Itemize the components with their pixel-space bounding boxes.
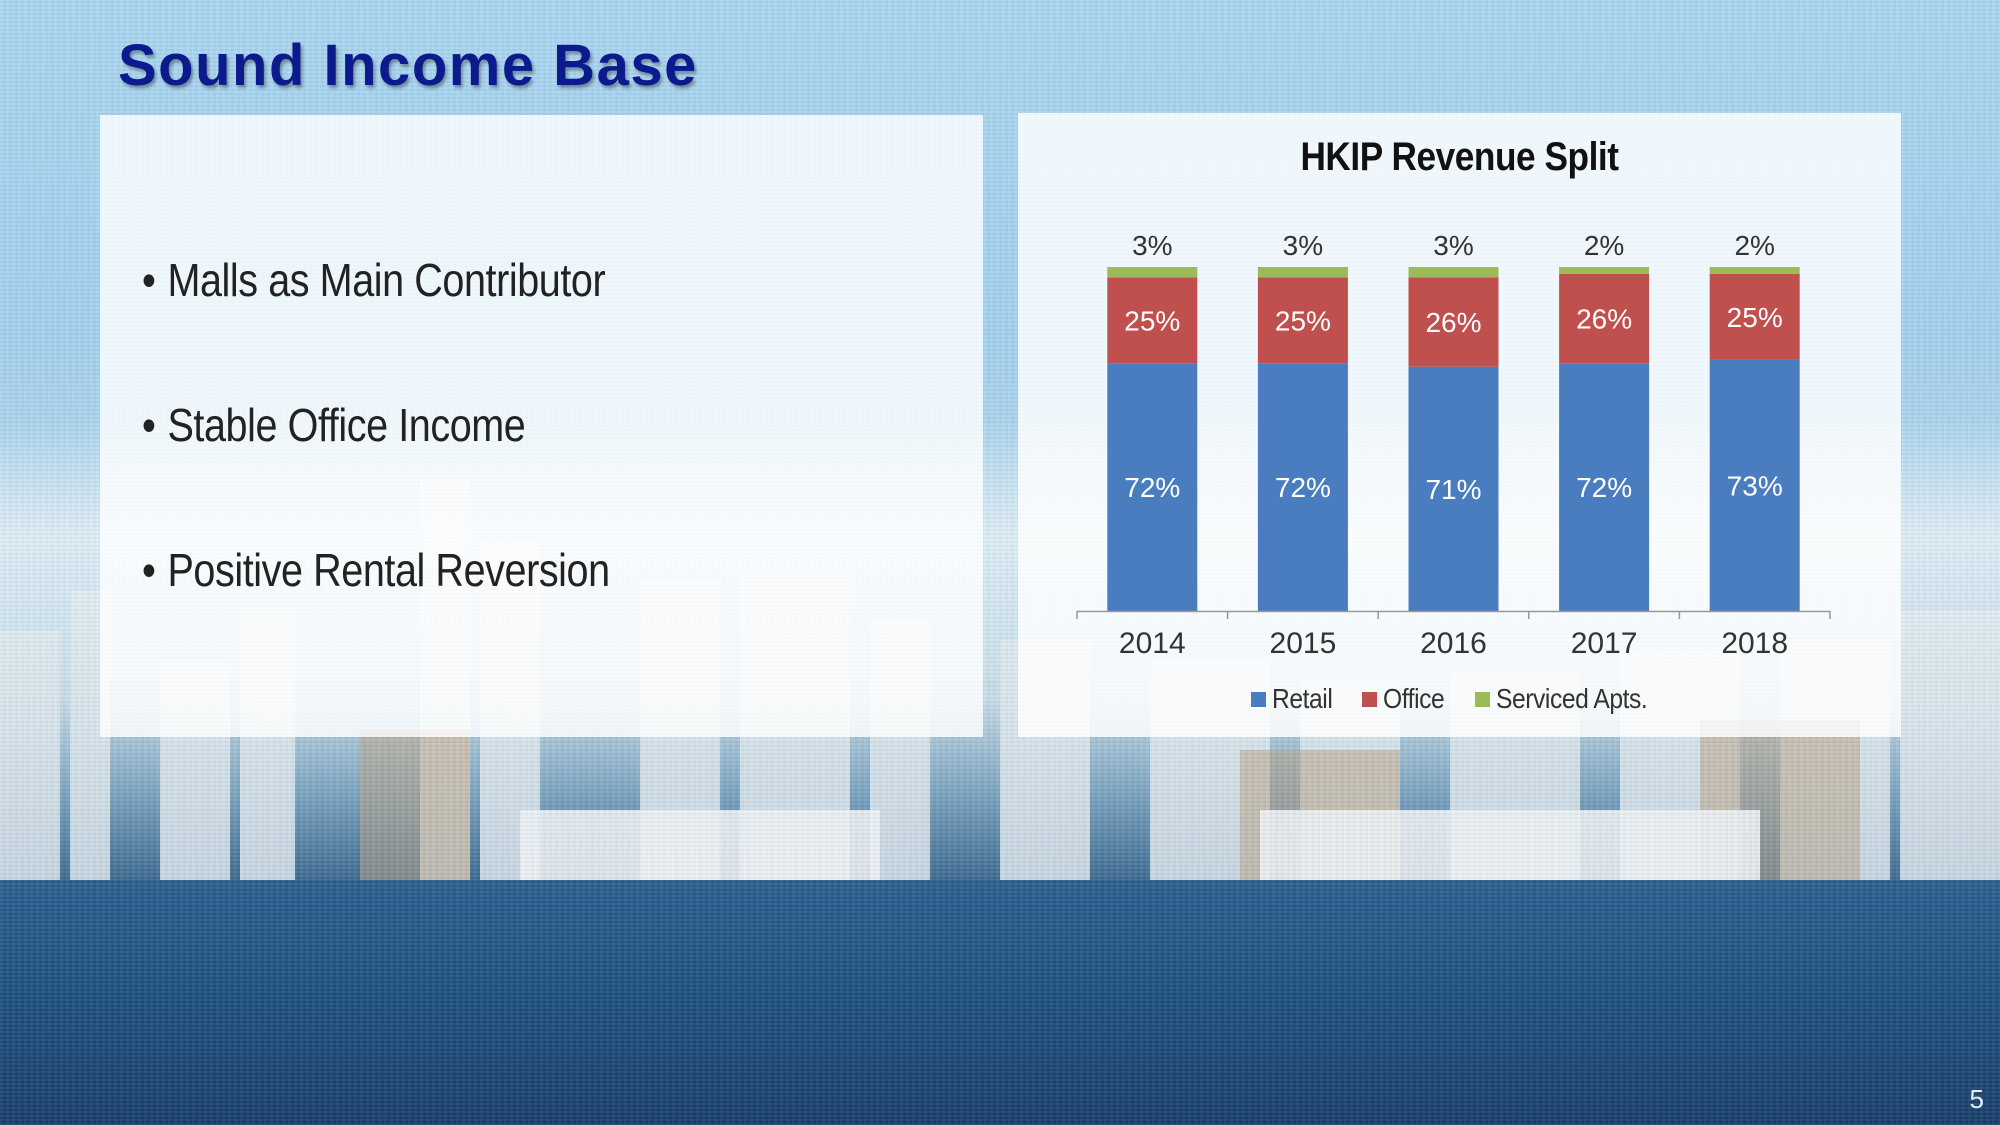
legend-swatch — [1475, 691, 1491, 707]
revenue-split-chart: 72% 25% 3% 2014 72% 25% 3% 2015 71% 26% 3% 2016 72% 2… — [1076, 230, 1831, 660]
chart-legend: Retail Office Serviced Apts. — [1018, 681, 1901, 717]
background-water — [0, 880, 2000, 1125]
legend-swatch — [1362, 691, 1378, 707]
page-number: 5 — [1969, 1084, 1984, 1114]
bullet-dot: • — [142, 399, 156, 451]
data-label: 26% — [1576, 304, 1632, 335]
bar-office-2014 — [1107, 277, 1198, 364]
x-tick-label: 2015 — [1270, 627, 1337, 660]
data-label: 72% — [1124, 472, 1180, 503]
legend-label: Serviced Apts. — [1496, 683, 1648, 714]
legend-swatch — [1250, 691, 1266, 707]
data-label: 25% — [1275, 305, 1331, 336]
legend-item: Retail — [1250, 683, 1341, 715]
x-tick-label: 2014 — [1119, 627, 1186, 660]
data-label: 73% — [1727, 470, 1783, 501]
bullet-text: Stable Office Income — [167, 399, 526, 451]
bar-serviced-apts-2018 — [1709, 267, 1800, 274]
bar-office-2018 — [1709, 273, 1800, 360]
bullet-dot: • — [142, 254, 156, 306]
legend-item: Serviced Apts. — [1475, 683, 1668, 715]
bar-serviced-apts-2016 — [1408, 267, 1499, 278]
bullet-text: Malls as Main Contributor — [167, 254, 606, 306]
x-tick-label: 2018 — [1721, 627, 1788, 660]
bar-serviced-apts-2017 — [1559, 267, 1650, 274]
data-label: 72% — [1275, 472, 1331, 503]
legend-label: Office — [1383, 683, 1445, 714]
bullet-item: • Stable Office Income — [142, 398, 526, 452]
bar-serviced-apts-2015 — [1257, 267, 1348, 278]
slide-title: Sound Income Base — [118, 33, 698, 98]
bar-office-2017 — [1559, 273, 1650, 364]
legend-item: Office — [1362, 683, 1453, 715]
bar-office-2015 — [1257, 277, 1348, 364]
data-label: 26% — [1425, 307, 1481, 338]
bullet-panel: • Malls as Main Contributor • Stable Offic… — [100, 115, 983, 737]
bar-retail-2017 — [1559, 363, 1650, 611]
bullet-item: • Positive Rental Reversion — [142, 543, 610, 597]
data-label: 3% — [1433, 230, 1473, 261]
data-label: 2% — [1734, 230, 1774, 261]
data-label: 2% — [1584, 230, 1624, 261]
legend-label: Retail — [1271, 683, 1333, 714]
data-label: 71% — [1425, 474, 1481, 505]
chart-panel: HKIP Revenue Split 72% 25% 3% 2014 72% 25% 3% 2… — [1018, 113, 1901, 737]
data-label: 3% — [1132, 230, 1172, 261]
data-label: 72% — [1576, 472, 1632, 503]
chart-title: HKIP Revenue Split — [1300, 135, 1619, 179]
x-tick-label: 2017 — [1571, 627, 1638, 660]
bar-serviced-apts-2014 — [1107, 267, 1198, 278]
data-label: 25% — [1727, 302, 1783, 333]
bar-retail-2018 — [1709, 359, 1800, 611]
bullet-dot: • — [142, 544, 156, 596]
bullet-item: • Malls as Main Contributor — [142, 253, 606, 307]
x-tick-label: 2016 — [1420, 627, 1487, 660]
bar-retail-2014 — [1107, 363, 1198, 611]
data-label: 25% — [1124, 305, 1180, 336]
bar-retail-2015 — [1257, 363, 1348, 611]
data-label: 3% — [1283, 230, 1323, 261]
bar-office-2016 — [1408, 277, 1499, 367]
bullet-text: Positive Rental Reversion — [167, 544, 610, 596]
bar-retail-2016 — [1408, 366, 1499, 611]
